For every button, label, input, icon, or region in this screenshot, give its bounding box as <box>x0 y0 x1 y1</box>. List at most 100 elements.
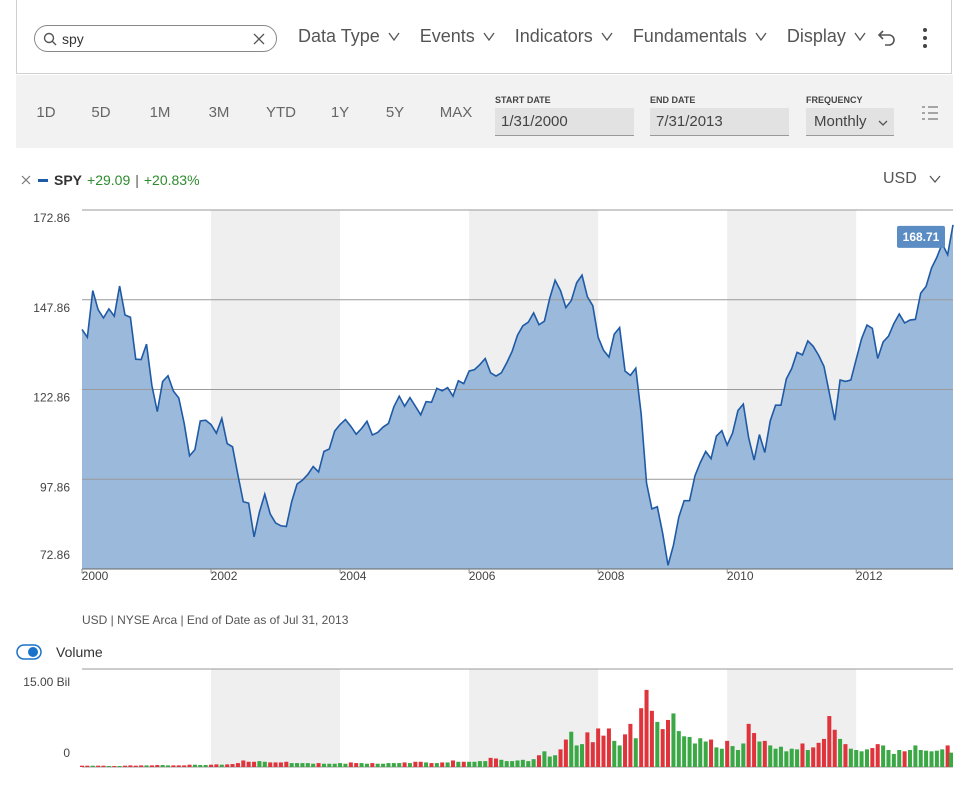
volume-bar <box>338 763 343 767</box>
clear-icon[interactable] <box>253 33 265 45</box>
volume-bar <box>268 762 273 767</box>
volume-bar <box>612 740 617 767</box>
volume-bar <box>542 751 547 767</box>
volume-bar <box>187 764 192 767</box>
volume-bar <box>101 765 106 767</box>
undo-icon[interactable] <box>877 28 897 48</box>
volume-bar <box>789 748 794 767</box>
volume-bar <box>504 761 509 767</box>
remove-icon[interactable] <box>20 174 32 186</box>
range-button[interactable]: 5D <box>91 104 111 121</box>
chevron <box>388 32 400 41</box>
frequency-value: Monthly <box>814 113 867 130</box>
menu[interactable]: Indicators <box>515 26 613 47</box>
frequency-label: FREQUENCY <box>806 95 863 105</box>
range-button[interactable]: MAX <box>439 104 473 121</box>
volume-bar <box>182 765 187 767</box>
volume-bar <box>854 750 859 767</box>
volume-bar <box>778 746 783 767</box>
frequency-select[interactable]: Monthly <box>806 108 894 136</box>
volume-bar <box>644 689 649 767</box>
volume-bar <box>483 761 488 767</box>
volume-bar <box>246 761 251 767</box>
footnote: USD | NYSE Arca | End of Date as of Jul … <box>82 613 349 627</box>
search-box[interactable]: spy <box>34 25 277 52</box>
volume-bar <box>209 764 214 767</box>
volume-bar <box>585 732 590 767</box>
range-button[interactable]: 5Y <box>385 104 405 121</box>
volume-bar <box>692 743 697 767</box>
volume-bar <box>623 734 628 767</box>
volume-bar <box>762 740 767 767</box>
menu[interactable]: Data Type <box>298 26 400 47</box>
volume-bar <box>364 763 369 767</box>
volume-bar <box>413 761 418 767</box>
range-button[interactable]: 1D <box>36 104 56 121</box>
volume-bar <box>149 765 154 767</box>
volume-bar <box>875 744 880 767</box>
start-date-input[interactable]: 1/31/2000 <box>495 108 634 136</box>
x-tick-label: 2000 <box>82 569 109 583</box>
volume-bar <box>407 763 412 767</box>
volume-bar <box>913 745 918 767</box>
volume-bar <box>321 763 326 767</box>
volume-bar <box>139 765 144 767</box>
chevron <box>601 32 613 41</box>
volume-label: Volume <box>56 644 103 660</box>
volume-bar <box>709 739 714 767</box>
range-button[interactable]: 1M <box>149 104 171 121</box>
chevron <box>483 32 495 41</box>
currency-select[interactable]: USD <box>883 170 941 188</box>
volume-bar <box>601 735 606 767</box>
volume-bar <box>633 738 638 767</box>
volume-bar <box>133 765 138 767</box>
more-icon[interactable] <box>921 27 929 49</box>
menu[interactable]: Events <box>420 26 495 47</box>
volume-bar <box>332 763 337 767</box>
volume-bar <box>262 761 267 767</box>
volume-bar <box>144 765 149 767</box>
end-date-input[interactable]: 7/31/2013 <box>650 108 789 136</box>
end-date-value: 7/31/2013 <box>656 113 723 130</box>
volume-bar <box>171 765 176 767</box>
volume-bar <box>493 758 499 767</box>
volume-bar <box>488 757 493 767</box>
volume-toggle[interactable]: Volume <box>16 644 103 660</box>
volume-bar <box>757 741 762 767</box>
volume-bar <box>295 763 300 767</box>
volume-bar <box>467 761 472 767</box>
volume-bar <box>934 750 939 767</box>
volume-bar <box>703 741 708 767</box>
menu-label: Display <box>786 26 846 46</box>
volume-bar <box>391 763 396 767</box>
volume-bar <box>741 743 746 767</box>
range-button[interactable]: YTD <box>266 104 296 121</box>
range-button[interactable]: 1Y <box>330 104 350 121</box>
y-tick-label: 122.86 <box>33 391 70 405</box>
volume-bar <box>682 736 687 767</box>
menu[interactable]: Fundamentals <box>633 26 767 47</box>
range-button[interactable]: 3M <box>208 104 230 121</box>
volume-bar <box>354 763 359 767</box>
x-tick-label: 2010 <box>727 569 754 583</box>
volume-bar <box>553 755 558 767</box>
list-icon[interactable] <box>922 106 938 120</box>
y-tick-label: 97.86 <box>40 480 70 494</box>
volume-bar <box>370 763 375 767</box>
volume-bar <box>305 763 310 767</box>
volume-bar <box>547 756 552 767</box>
volume-bar <box>714 747 719 767</box>
toggle-switch <box>16 644 42 660</box>
volume-bar <box>381 763 386 767</box>
volume-bar <box>198 765 203 767</box>
volume-bar <box>445 762 450 767</box>
x-tick-label: 2002 <box>211 569 238 583</box>
volume-bar <box>289 763 294 767</box>
volume-bar <box>897 750 902 767</box>
menu-label: Events <box>419 26 475 46</box>
menu[interactable]: Display <box>787 26 866 47</box>
volume-bar <box>821 738 826 767</box>
chevron <box>929 175 941 183</box>
volume-bar <box>106 766 111 767</box>
volume-bar <box>698 738 703 767</box>
